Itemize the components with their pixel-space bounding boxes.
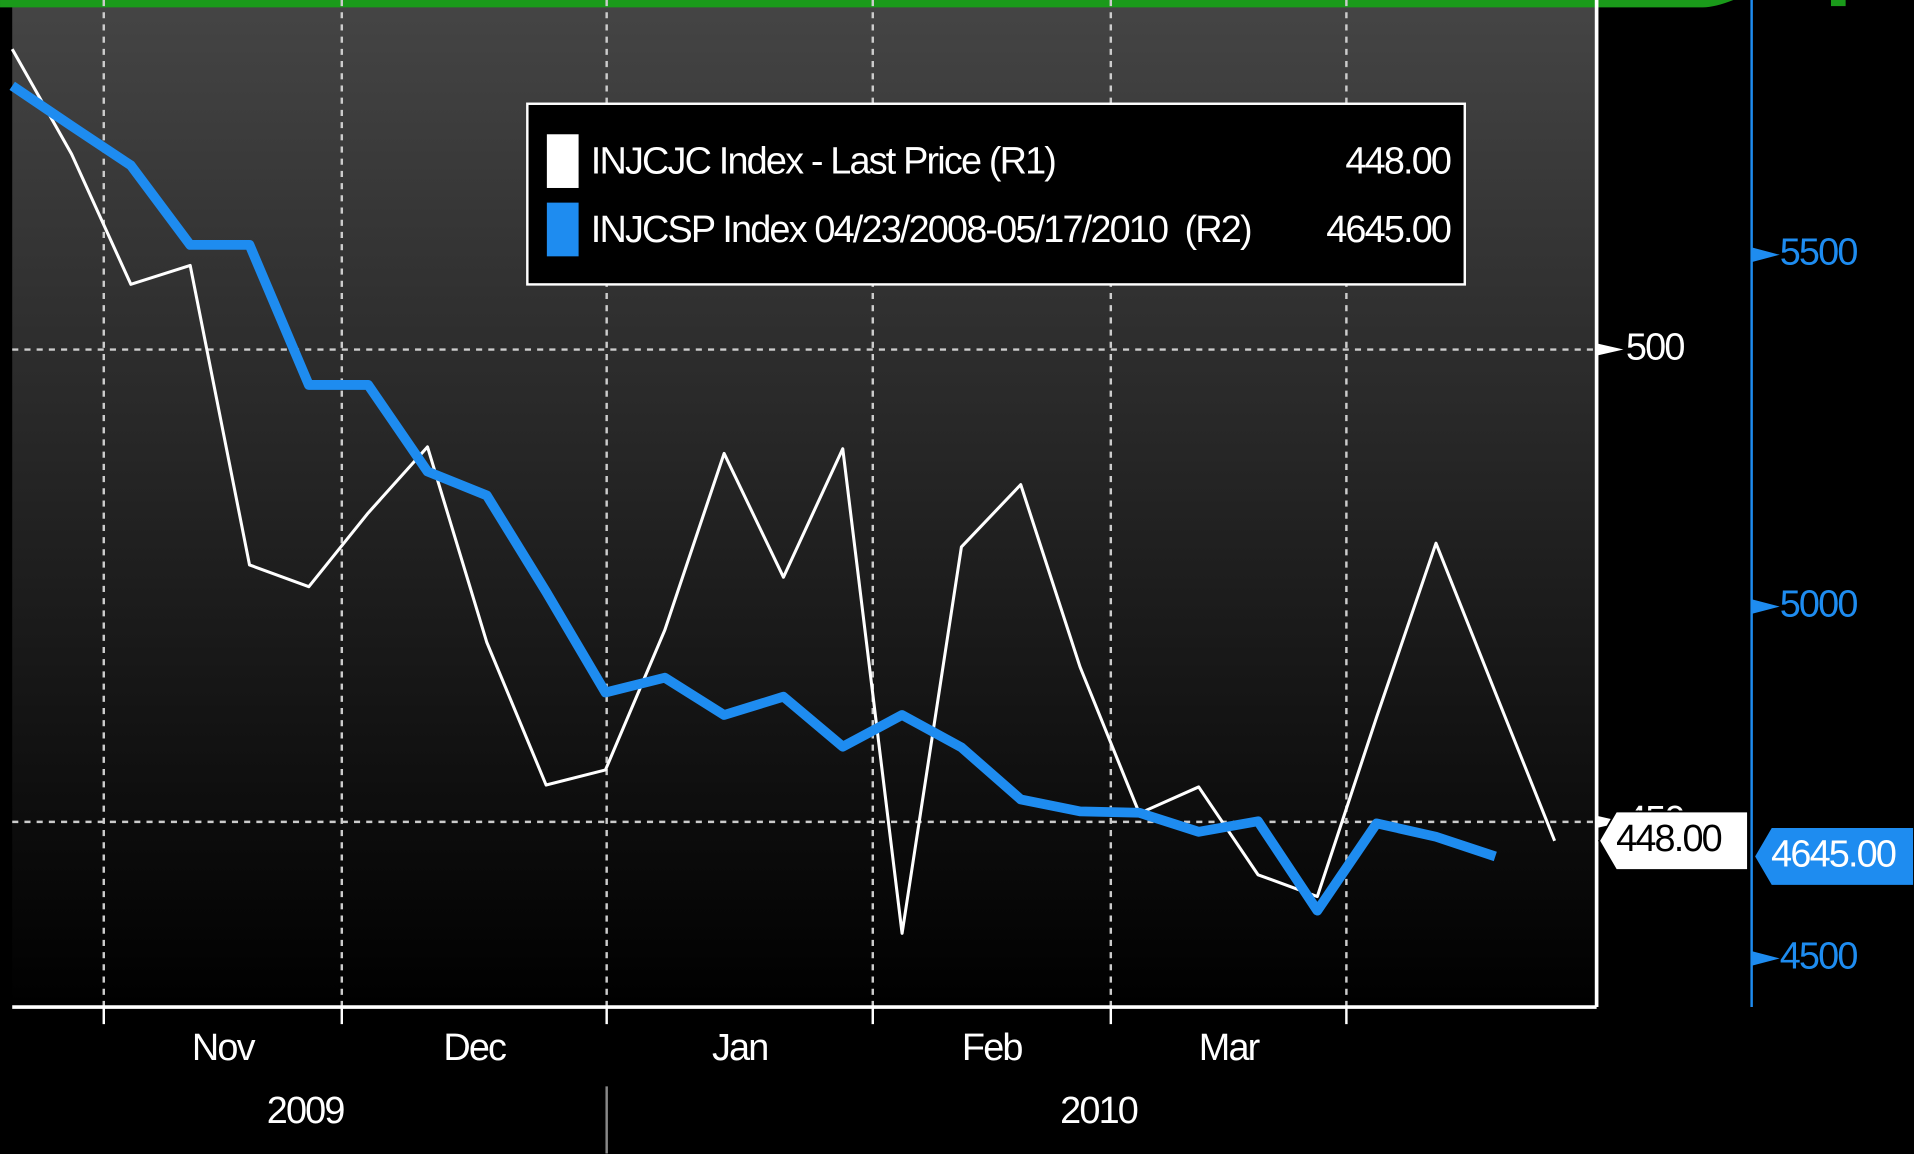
x-tick-label: Dec	[443, 1027, 506, 1069]
x-tick-label: Mar	[1199, 1027, 1260, 1069]
axes: NovDecJanFebMar2009201045050045005000550…	[102, 232, 1914, 1132]
x-tick-label: Nov	[192, 1027, 256, 1069]
last-value-label: 448.00	[1616, 818, 1722, 860]
x-tick-label: Jan	[712, 1027, 767, 1069]
legend-label: INJCJC Index - Last Price (R1)	[591, 141, 1056, 183]
y-tick-label: 500	[1626, 327, 1684, 369]
y2-tick	[1751, 599, 1780, 614]
year-label: 2009	[267, 1090, 345, 1132]
last-value-label: 4645.00	[1771, 833, 1896, 875]
legend-box	[526, 102, 1467, 286]
last-value-box	[1598, 810, 1749, 871]
year-label: 2010	[1060, 1090, 1138, 1132]
lines	[9, 48, 1557, 935]
legend-value: 4645.00	[1326, 209, 1451, 251]
y2-tick-label: 5500	[1780, 232, 1858, 274]
series-line	[9, 81, 1497, 916]
top-bar	[0, 0, 1734, 8]
top-bar-mark	[1830, 0, 1846, 7]
legend-swatch	[546, 134, 579, 188]
y-tick	[1596, 343, 1624, 356]
legend-swatch	[546, 202, 579, 257]
legend-value: 448.00	[1345, 141, 1451, 183]
y2-tick-label: 4500	[1780, 935, 1858, 977]
y2-tick	[1751, 247, 1780, 263]
y2-tick-label: 5000	[1780, 584, 1858, 626]
legend-label: INJCSP Index 04/23/2008-05/17/2010 (R2)	[591, 209, 1251, 251]
grid	[12, 0, 1597, 1008]
y2-tick	[1751, 951, 1780, 966]
legend: INJCJC Index - Last Price (R1) 448.00 IN…	[526, 102, 1467, 286]
x-tick-label: Feb	[962, 1027, 1022, 1069]
